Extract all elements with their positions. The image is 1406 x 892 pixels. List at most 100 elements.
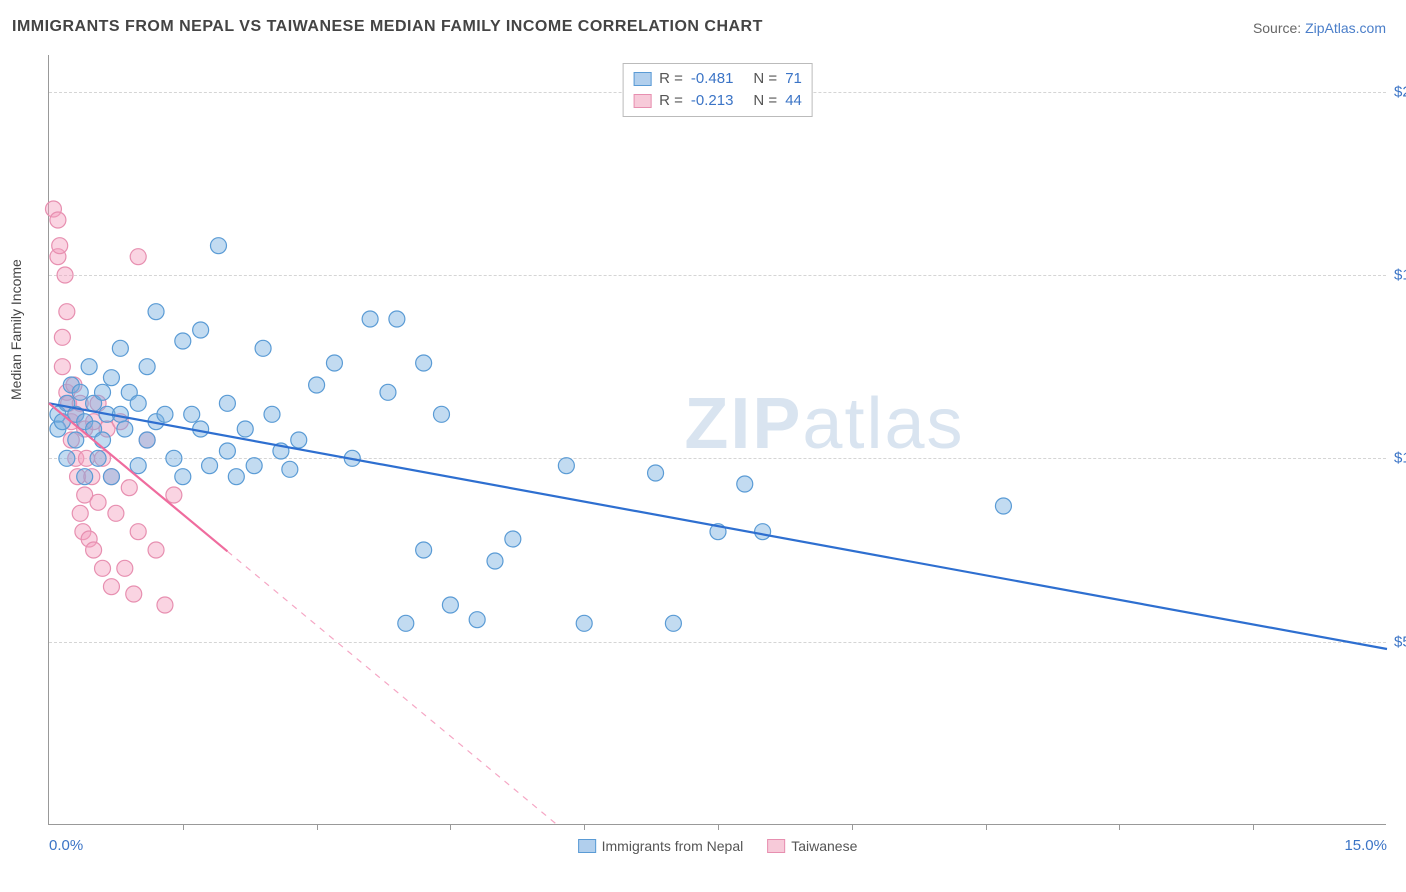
scatter-point (90, 450, 106, 466)
scatter-point (755, 524, 771, 540)
scatter-point (50, 212, 66, 228)
scatter-point (469, 612, 485, 628)
source-link[interactable]: ZipAtlas.com (1305, 20, 1386, 36)
scatter-point (558, 458, 574, 474)
scatter-point (77, 469, 93, 485)
scatter-point (112, 340, 128, 356)
swatch-pink-icon (767, 839, 785, 853)
legend-label-nepal: Immigrants from Nepal (602, 838, 744, 854)
ytick-label: $200,000 (1388, 83, 1406, 100)
scatter-point (380, 384, 396, 400)
scatter-point (72, 505, 88, 521)
regression-line-dashed (227, 551, 557, 825)
scatter-point (90, 494, 106, 510)
scatter-point (246, 458, 262, 474)
scatter-point (264, 406, 280, 422)
scatter-point (139, 359, 155, 375)
scatter-point (416, 542, 432, 558)
plot-area: ZIPatlas R = -0.481 N = 71 R = -0.213 N … (48, 55, 1386, 825)
r-value-taiwanese: -0.213 (691, 90, 734, 112)
scatter-point (309, 377, 325, 393)
scatter-point (117, 560, 133, 576)
n-label: N = (753, 68, 777, 90)
scatter-point (228, 469, 244, 485)
scatter-point (59, 304, 75, 320)
scatter-point (86, 542, 102, 558)
scatter-point (130, 249, 146, 265)
n-value-nepal: 71 (785, 68, 802, 90)
scatter-point (95, 432, 111, 448)
scatter-point (68, 432, 84, 448)
swatch-blue-icon (578, 839, 596, 853)
scatter-point (139, 432, 155, 448)
ytick-label: $100,000 (1388, 450, 1406, 467)
legend-item-taiwanese: Taiwanese (767, 838, 857, 854)
swatch-pink-icon (633, 94, 651, 108)
scatter-point (398, 615, 414, 631)
scatter-point (59, 450, 75, 466)
scatter-point (148, 304, 164, 320)
n-label: N = (753, 90, 777, 112)
scatter-point (995, 498, 1011, 514)
scatter-point (362, 311, 378, 327)
scatter-point (121, 480, 137, 496)
scatter-point (103, 370, 119, 386)
y-axis-label: Median Family Income (8, 259, 24, 400)
xtick-label: 15.0% (1344, 837, 1387, 854)
scatter-point (95, 384, 111, 400)
swatch-blue-icon (633, 72, 651, 86)
scatter-point (665, 615, 681, 631)
xtick (1119, 824, 1120, 830)
scatter-svg (49, 55, 1386, 824)
scatter-point (291, 432, 307, 448)
scatter-point (52, 238, 68, 254)
scatter-point (108, 505, 124, 521)
scatter-point (326, 355, 342, 371)
scatter-point (576, 615, 592, 631)
r-label: R = (659, 68, 683, 90)
scatter-point (389, 311, 405, 327)
source-prefix: Source: (1253, 20, 1305, 36)
xtick (317, 824, 318, 830)
scatter-point (81, 359, 97, 375)
scatter-point (202, 458, 218, 474)
scatter-point (237, 421, 253, 437)
scatter-point (157, 597, 173, 613)
scatter-point (219, 443, 235, 459)
scatter-point (130, 395, 146, 411)
scatter-point (103, 579, 119, 595)
ytick-label: $50,000 (1388, 633, 1406, 650)
scatter-point (54, 329, 70, 345)
scatter-point (433, 406, 449, 422)
legend-row-nepal: R = -0.481 N = 71 (633, 68, 802, 90)
scatter-point (210, 238, 226, 254)
scatter-point (416, 355, 432, 371)
scatter-point (184, 406, 200, 422)
scatter-point (193, 421, 209, 437)
xtick (852, 824, 853, 830)
scatter-point (648, 465, 664, 481)
xtick (183, 824, 184, 830)
scatter-point (126, 586, 142, 602)
scatter-point (57, 267, 73, 283)
scatter-point (219, 395, 235, 411)
correlation-legend: R = -0.481 N = 71 R = -0.213 N = 44 (622, 63, 813, 117)
scatter-point (487, 553, 503, 569)
xtick-label: 0.0% (49, 837, 83, 854)
scatter-point (72, 384, 88, 400)
series-legend: Immigrants from Nepal Taiwanese (578, 838, 858, 854)
scatter-point (175, 333, 191, 349)
legend-item-nepal: Immigrants from Nepal (578, 838, 744, 854)
scatter-point (117, 421, 133, 437)
scatter-point (175, 469, 191, 485)
source-attribution: Source: ZipAtlas.com (1253, 20, 1386, 36)
scatter-point (130, 524, 146, 540)
xtick (450, 824, 451, 830)
scatter-point (95, 560, 111, 576)
scatter-point (148, 542, 164, 558)
scatter-point (103, 469, 119, 485)
scatter-point (737, 476, 753, 492)
legend-label-taiwanese: Taiwanese (791, 838, 857, 854)
r-value-nepal: -0.481 (691, 68, 734, 90)
legend-row-taiwanese: R = -0.213 N = 44 (633, 90, 802, 112)
